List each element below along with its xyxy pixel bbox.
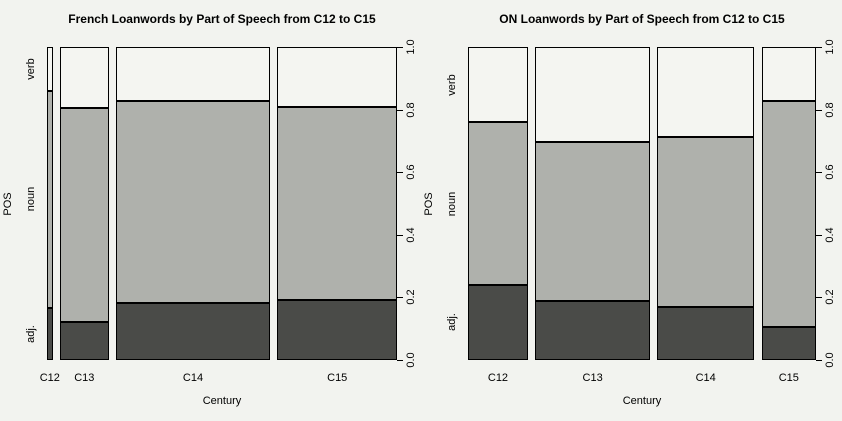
- plot-title-on: ON Loanwords by Part of Speech from C12 …: [499, 12, 785, 26]
- y-tick-mark-on-0.6: [816, 172, 822, 174]
- x-tick-label-french-C14: C14: [182, 372, 204, 384]
- y-tick-label-french-0.6: 0.6: [405, 164, 417, 180]
- x-tick-label-french-C15: C15: [327, 372, 348, 384]
- y-tick-mark-on-1.0: [816, 47, 822, 48]
- on-C14-verb-segment: [657, 47, 755, 138]
- french-C15-noun-segment: [277, 106, 397, 301]
- y-tick-label-on-0.2: 0.2: [824, 289, 836, 306]
- y-tick-mark-on-0.2: [816, 297, 822, 299]
- y-tick-mark-french-0.0: [397, 360, 403, 361]
- x-axis-title-french: Century: [202, 395, 242, 407]
- x-tick-label-on-C13: C13: [582, 372, 603, 384]
- pos-label-on-verb: verb: [446, 74, 458, 96]
- on-C15-noun-segment: [761, 101, 816, 328]
- y-tick-label-on-0.4: 0.4: [824, 227, 836, 243]
- y-axis-title-french: POS: [2, 191, 14, 216]
- pos-label-french-verb: verb: [25, 58, 37, 80]
- y-tick-label-french-1.0: 1.0: [405, 39, 417, 55]
- on-C12-verb-segment: [468, 47, 528, 123]
- x-tick-label-french-C12: C12: [39, 372, 60, 384]
- x-tick-label-french-C13: C13: [74, 372, 95, 384]
- y-axis-title-on: POS: [423, 191, 435, 216]
- y-tick-mark-french-1.0: [397, 47, 403, 48]
- y-tick-label-on-0.6: 0.6: [824, 164, 836, 180]
- french-C12-adj-segment: [47, 307, 53, 360]
- x-tick-label-on-C14: C14: [695, 372, 716, 384]
- on-C13-noun-segment: [535, 142, 650, 301]
- french-C14-adj-segment: [116, 303, 270, 360]
- mosaic-column-french-C14: [116, 47, 270, 360]
- plot-title-french: French Loanwords by Part of Speech from …: [68, 12, 376, 26]
- mosaic-column-french-C15: [277, 47, 397, 360]
- on-C15-verb-segment: [761, 47, 816, 102]
- mosaic-column-on-C13: [535, 47, 650, 360]
- pos-label-on-noun: noun: [446, 191, 458, 216]
- y-tick-mark-on-0.8: [816, 109, 822, 111]
- french-C15-verb-segment: [277, 47, 397, 107]
- x-axis-title-on: Century: [622, 395, 662, 407]
- mosaic-column-on-C12: [468, 47, 528, 360]
- plot-area-french: [47, 47, 397, 360]
- y-tick-mark-french-0.4: [397, 234, 403, 236]
- mosaic-column-french-C13: [60, 47, 109, 360]
- on-C15-adj-segment: [761, 327, 816, 360]
- french-C13-adj-segment: [60, 322, 109, 360]
- french-C12-noun-segment: [47, 90, 53, 308]
- y-tick-label-on-0.0: 0.0: [824, 352, 836, 368]
- y-tick-label-french-0.4: 0.4: [405, 227, 417, 243]
- mosaic-column-on-C14: [657, 47, 755, 360]
- on-C13-verb-segment: [535, 47, 650, 143]
- mosaic-column-french-C12: [47, 47, 53, 360]
- on-C13-adj-segment: [535, 300, 650, 360]
- plot-area-on: [468, 47, 816, 360]
- y-tick-label-french-0.2: 0.2: [405, 289, 417, 306]
- on-C12-adj-segment: [468, 284, 528, 360]
- french-C15-adj-segment: [277, 300, 397, 360]
- y-tick-mark-french-0.2: [397, 297, 403, 299]
- pos-label-french-adj: adj.: [25, 324, 37, 343]
- french-C13-verb-segment: [60, 47, 109, 108]
- y-tick-mark-on-0.0: [816, 360, 822, 361]
- on-C14-noun-segment: [657, 137, 755, 308]
- y-tick-label-on-1.0: 1.0: [824, 39, 836, 55]
- y-tick-mark-french-0.6: [397, 172, 403, 174]
- x-tick-label-on-C15: C15: [778, 372, 799, 384]
- y-tick-mark-french-0.8: [397, 109, 403, 111]
- french-C14-verb-segment: [116, 47, 270, 101]
- on-C12-noun-segment: [468, 122, 528, 285]
- x-tick-label-on-C12: C12: [487, 372, 509, 384]
- y-tick-label-french-0.8: 0.8: [405, 101, 417, 118]
- on-C14-adj-segment: [657, 307, 755, 360]
- y-tick-label-on-0.8: 0.8: [824, 101, 836, 118]
- pos-label-french-noun: noun: [25, 187, 37, 212]
- y-tick-label-french-0.0: 0.0: [405, 352, 417, 368]
- y-tick-mark-on-0.4: [816, 234, 822, 236]
- french-C12-verb-segment: [47, 47, 53, 91]
- pos-label-on-adj: adj.: [446, 313, 458, 332]
- mosaic-column-on-C15: [761, 47, 816, 360]
- french-C14-noun-segment: [116, 100, 270, 304]
- french-C13-noun-segment: [60, 107, 109, 323]
